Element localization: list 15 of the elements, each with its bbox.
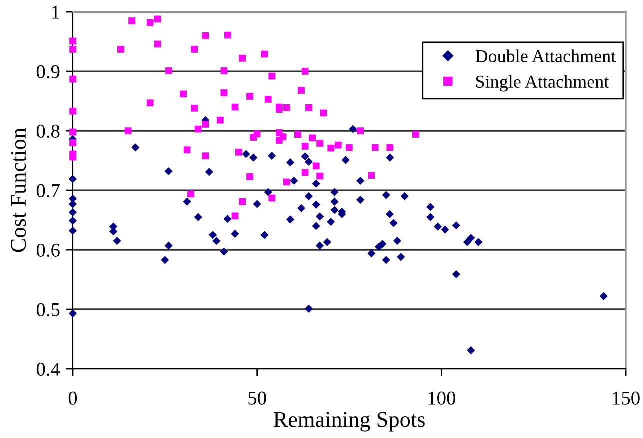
y-tick-label: 0.5 <box>36 303 60 317</box>
y-tick-label: 0.7 <box>36 184 60 198</box>
y-tick-label: 1 <box>52 6 60 19</box>
x-tick-label: 50 <box>248 392 266 405</box>
y-axis-title: Cost Function <box>11 128 26 252</box>
legend-label: Single Attachment <box>476 75 610 92</box>
x-axis-title: Remaining Spots <box>274 412 425 432</box>
x-tick-label: 0 <box>68 392 78 405</box>
x-tick-label: 100 <box>428 392 456 405</box>
legend-label: Double Attachment <box>476 50 616 62</box>
y-tick-label: 0.4 <box>36 362 60 376</box>
y-tick-label: 0.8 <box>36 124 60 138</box>
y-tick-label: 0.9 <box>36 65 60 79</box>
y-tick-label: 0.6 <box>36 244 60 258</box>
x-tick-label: 150 <box>613 392 640 405</box>
